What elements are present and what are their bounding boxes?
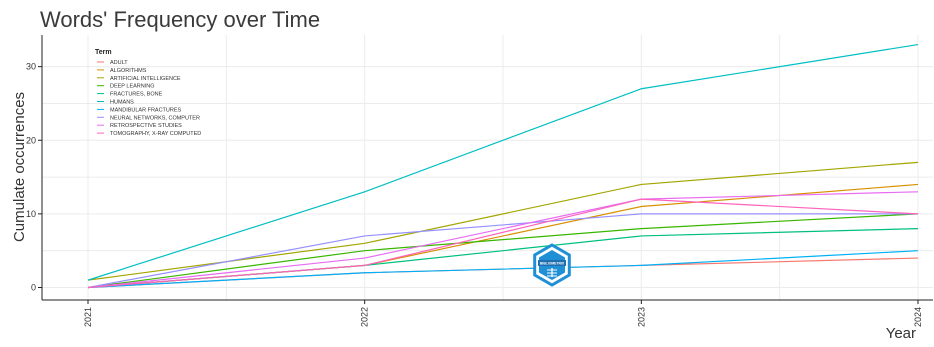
y-tick-labels: 0 10 20 30 (26, 62, 42, 292)
y-tick-label: 30 (26, 62, 36, 72)
y-axis-label: Cumulate occurrences (11, 92, 28, 242)
legend-label: HUMANS (110, 100, 134, 106)
legend-label: MANDIBULAR FRACTURES (110, 107, 182, 113)
x-axis-label: Year (886, 325, 916, 342)
x-tick-label: 2021 (83, 307, 93, 327)
legend-label: NEURAL NETWORKS, COMPUTER (110, 115, 200, 121)
y-tick-label: 20 (26, 135, 36, 145)
bibliometrix-logo: BIBLIOMETRIX (533, 243, 571, 287)
grid (42, 35, 933, 300)
legend-label: ADULT (110, 60, 128, 66)
series-line-deep-learning (87, 213, 919, 289)
legend-label: TOMOGRAPHY, X-RAY COMPUTED (110, 131, 201, 137)
legend-label: ARTIFICIAL INTELLIGENCE (110, 76, 181, 82)
logo-wordmark: BIBLIOMETRIX (540, 261, 565, 265)
x-tick-label: 2023 (636, 307, 646, 327)
x-tick-label: 2022 (360, 307, 370, 327)
legend: Term ADULT ALGORITHMS ARTIFICIAL INTELLIGE… (95, 49, 201, 137)
legend-label: DEEP LEARNING (110, 84, 155, 90)
series-line-tomography-x-ray-computed (87, 198, 919, 289)
x-tick-label: 2024 (913, 307, 923, 327)
series-line-mandibular-fractures (87, 250, 919, 289)
series-group (87, 43, 919, 289)
series-line-humans (87, 43, 919, 281)
x-tick-labels: 2021 2022 2023 2024 (83, 300, 923, 327)
y-tick-label: 0 (31, 282, 36, 292)
y-tick-label: 10 (26, 209, 36, 219)
legend-items: ADULT ALGORITHMS ARTIFICIAL INTELLIGENCE DE… (97, 60, 201, 137)
chart-title: Words' Frequency over Time (40, 7, 320, 32)
legend-label: ALGORITHMS (110, 68, 147, 74)
axes (41, 35, 933, 301)
legend-title: Term (95, 49, 112, 56)
series-line-retrospective-studies (87, 191, 919, 289)
legend-label: RETROSPECTIVE STUDIES (110, 123, 182, 129)
legend-label: FRACTURES, BONE (110, 92, 163, 98)
series-line-neural-networks-computer (87, 213, 918, 289)
